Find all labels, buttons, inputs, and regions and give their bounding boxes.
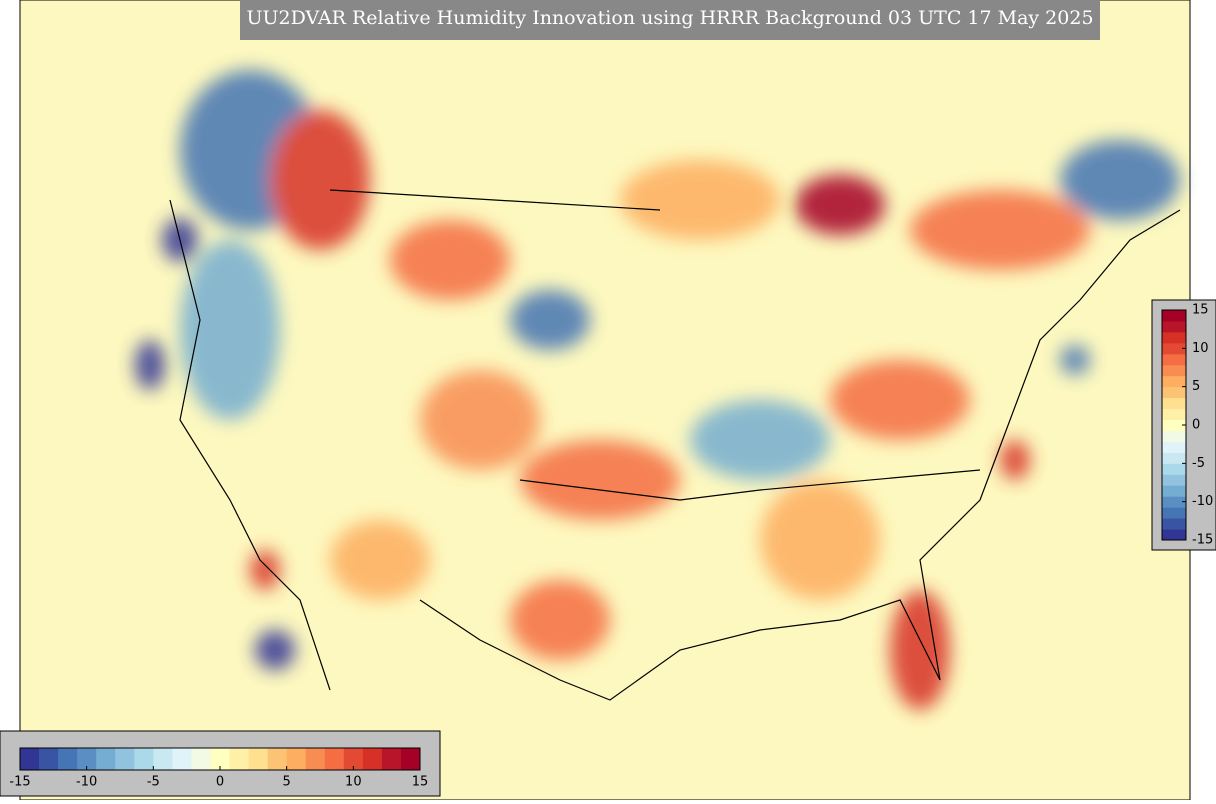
tick-label: 15 bbox=[412, 775, 429, 790]
tick-label: -5 bbox=[1192, 456, 1205, 471]
colorbar-swatch bbox=[1162, 342, 1186, 355]
colorbar-swatch bbox=[1162, 430, 1186, 442]
colorbar-swatch bbox=[210, 748, 231, 770]
colorbar-swatch bbox=[1162, 474, 1186, 486]
colorbar-horizontal: -15 -10 -5 0 5 10 15 bbox=[9, 747, 429, 790]
colorbar-swatch bbox=[1162, 397, 1186, 410]
colorbar-swatch bbox=[381, 748, 402, 770]
colorbar-swatch bbox=[1162, 353, 1186, 366]
colorbar-swatch bbox=[1162, 529, 1186, 541]
innovation-field bbox=[135, 70, 1180, 710]
colorbar-swatch bbox=[1162, 518, 1186, 530]
colorbar-swatch bbox=[39, 748, 59, 770]
tick-label: 5 bbox=[283, 775, 291, 790]
tick-label: 0 bbox=[216, 775, 224, 790]
colorbar-swatch bbox=[267, 748, 288, 770]
tick-label: -10 bbox=[1192, 494, 1213, 509]
tick-label: 10 bbox=[1192, 341, 1209, 356]
colorbar-swatch bbox=[20, 748, 40, 770]
colorbar-swatch bbox=[248, 748, 269, 770]
colorbar-swatch bbox=[1162, 419, 1186, 431]
tick-label: 5 bbox=[1192, 379, 1200, 394]
title-box bbox=[240, 0, 1100, 40]
tick-label: -15 bbox=[1192, 533, 1213, 548]
colorbar-swatch bbox=[172, 748, 192, 770]
tick-label: -15 bbox=[9, 775, 30, 790]
colorbar-swatch bbox=[305, 748, 326, 770]
colorbar-vertical: 15 10 5 0 -5 -10 -15 bbox=[1161, 303, 1213, 548]
colorbar-swatch bbox=[153, 748, 173, 770]
colorbar-swatch bbox=[1162, 375, 1186, 388]
colorbar-swatch bbox=[1162, 331, 1186, 344]
colorbar-swatch bbox=[1162, 441, 1186, 453]
colorbar-swatch bbox=[324, 748, 345, 770]
colorbar-swatch bbox=[58, 748, 78, 770]
colorbar-swatch bbox=[1162, 496, 1186, 508]
colorbar-swatch bbox=[115, 748, 135, 770]
colorbar-swatch bbox=[1162, 408, 1186, 421]
boundaries bbox=[169, 189, 1181, 701]
colorbar-swatch bbox=[400, 748, 421, 770]
colorbar-swatch bbox=[343, 748, 364, 770]
colorbar-swatch bbox=[1162, 320, 1186, 333]
colorbar-swatch bbox=[1162, 364, 1186, 377]
colorbar-swatch bbox=[1162, 463, 1186, 475]
tick-label: 15 bbox=[1192, 303, 1209, 318]
colorbar-swatch bbox=[1162, 485, 1186, 497]
colorbar-swatch bbox=[362, 748, 383, 770]
tick-label: 10 bbox=[345, 775, 362, 790]
title: UU2DVAR Relative Humidity Innovation usi… bbox=[246, 7, 1093, 29]
colorbar-swatch bbox=[286, 748, 307, 770]
colorbar-swatch bbox=[229, 748, 250, 770]
colorbar-swatch bbox=[191, 748, 211, 770]
map bbox=[19, 0, 1191, 801]
colorbar-swatch bbox=[96, 748, 116, 770]
tick-label: -10 bbox=[76, 775, 97, 790]
colorbar-swatch bbox=[1162, 386, 1186, 399]
colorbar-swatch bbox=[1162, 507, 1186, 519]
colorbar-swatch bbox=[77, 748, 97, 770]
tick-label: 0 bbox=[1192, 418, 1200, 433]
tick-label: -5 bbox=[147, 775, 160, 790]
colorbar-swatch bbox=[1162, 310, 1186, 322]
colorbar-swatch bbox=[134, 748, 154, 770]
colorbar-swatch bbox=[1162, 452, 1186, 464]
